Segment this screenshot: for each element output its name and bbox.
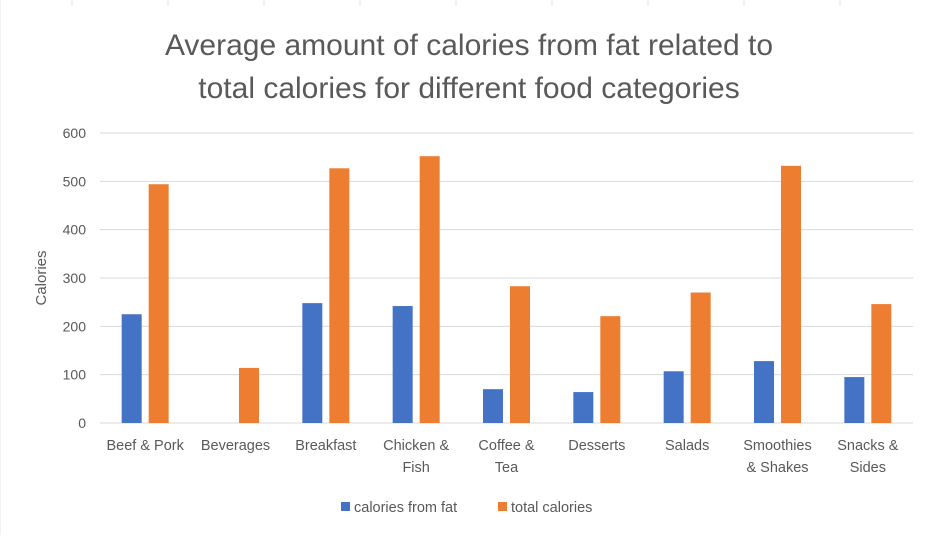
x-category-label: Salads [665,438,709,454]
x-category-label: & Shakes [746,460,808,476]
legend-swatch [341,502,350,511]
bar-total-calories [690,292,711,423]
y-axis-tick-labels: 0 100 200 300 400 500 600 [63,125,87,431]
legend-label: calories from fat [354,500,457,516]
x-category-label: Smoothies [743,438,812,454]
y-tick-label: 100 [63,367,87,383]
bar-total-calories [510,286,530,423]
x-category-label: Fish [402,460,429,476]
legend-swatch [498,502,507,511]
y-tick-label: 500 [63,173,87,189]
chart-title-line: Average amount of calories from fat rela… [165,29,773,62]
y-tick-label: 300 [63,270,87,286]
bar-total-calories [419,156,440,423]
bar-calories-from-fat [302,303,323,423]
legend-label: total calories [511,500,592,516]
y-axis-label: Calories [33,250,50,305]
y-tick-label: 200 [63,318,87,334]
x-category-label: Breakfast [295,438,356,454]
bar-calories-from-fat [754,361,774,423]
x-category-label: Beef & Pork [106,438,184,454]
y-tick-label: 600 [63,125,87,141]
bar-total-calories [600,316,621,423]
x-category-label: Sides [850,460,886,476]
bar-total-calories [239,367,259,423]
bar-calories-from-fat [392,306,413,423]
bar-total-calories [871,304,892,423]
bar-calories-from-fat [573,392,594,423]
chart-bars [121,156,892,423]
x-category-label: Chicken & [383,438,449,454]
bar-calories-from-fat [663,371,684,423]
y-tick-label: 0 [78,415,86,431]
x-category-label: Beverages [201,438,270,454]
bar-total-calories [329,168,350,423]
x-category-label: Desserts [568,438,625,454]
bar-calories-from-fat [844,377,865,423]
bar-calories-from-fat [121,314,142,423]
x-axis-category-labels: Beef & Pork Beverages Breakfast Chicken & Fi… [106,438,898,476]
bar-total-calories [148,184,169,423]
chart-legend: calories from fat total calories [341,500,592,516]
bar-total-calories [781,165,801,423]
x-category-label: Tea [495,460,519,476]
y-tick-label: 400 [63,222,87,238]
chart-title-line: total calories for different food catego… [198,72,739,105]
bar-calories-from-fat [483,389,503,423]
x-category-label: Coffee & [478,438,534,454]
chart-title: Average amount of calories from fat rela… [165,29,773,105]
chart-gridlines [100,132,913,424]
x-category-label: Snacks & [837,438,899,454]
